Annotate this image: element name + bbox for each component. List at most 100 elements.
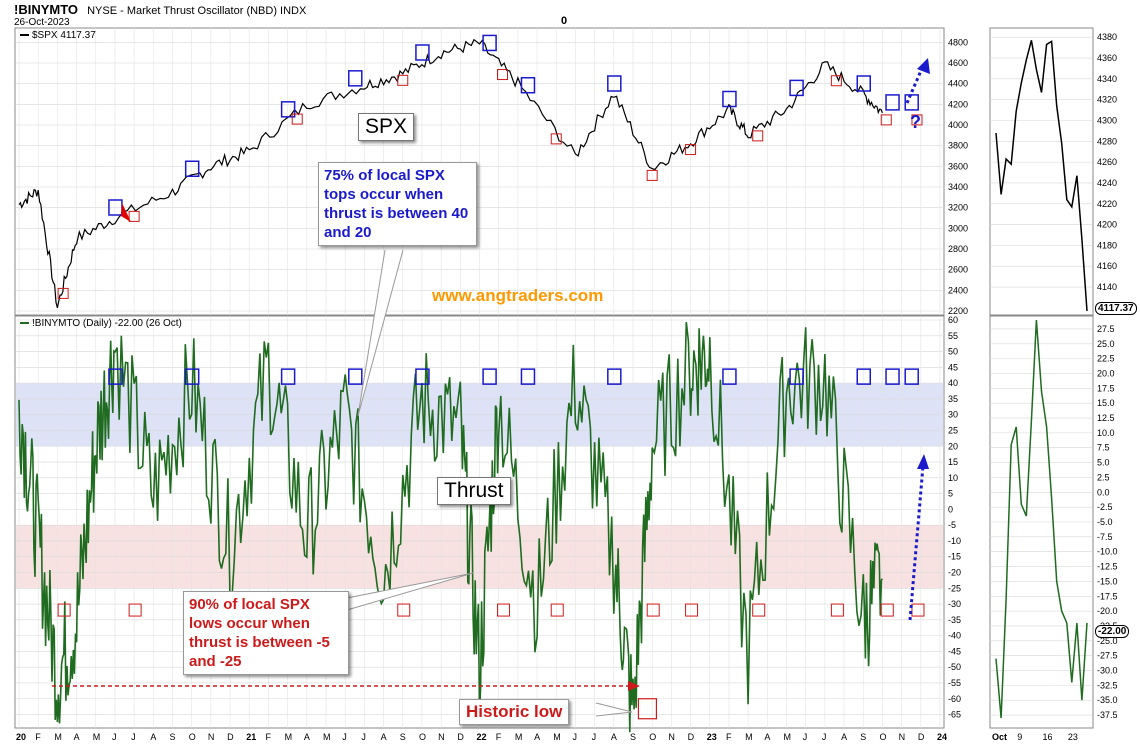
y-tick-label: -37.5 [1097, 710, 1118, 720]
y-tick-label: -40 [948, 631, 961, 641]
y-tick-label: 2.5 [1097, 472, 1110, 482]
spx-y-axis: 2200 2400 2600 2800 3000 3200 3400 3600 3800 4000… [948, 37, 968, 316]
x-tick-label: J [361, 732, 366, 742]
y-tick-label: -27.5 [1097, 651, 1118, 661]
projection-arrows [52, 58, 930, 717]
thrust-top-marker [607, 368, 622, 385]
y-tick-label: -10.0 [1097, 547, 1118, 557]
y-tick-label: -35 [948, 615, 961, 625]
x-tick-label: A [150, 732, 156, 742]
x-tick-label: J [822, 732, 827, 742]
oct-spx-frame [989, 27, 1094, 316]
thrust-last-value: -22.00 [1095, 625, 1130, 638]
y-tick-label: 2600 [948, 265, 968, 275]
main-spx-panel: 2200 2400 2600 2800 3000 3200 3400 3600 3800 4000… [14, 27, 968, 316]
thrust-legend-swatch [20, 322, 29, 325]
low-marker [880, 114, 892, 126]
y-tick-label: 25.0 [1097, 339, 1115, 349]
x-tick-label: S [170, 732, 176, 742]
low-marker [911, 114, 923, 126]
spx-legend: $SPX 4117.37 [20, 30, 96, 41]
y-tick-label: 3000 [948, 223, 968, 233]
x-tick-label: F [35, 732, 41, 742]
y-tick-label: -20 [948, 568, 961, 578]
y-tick-label: 2800 [948, 244, 968, 254]
y-tick-label: 4600 [948, 58, 968, 68]
oct-thrust-y-axis: 27.5 25.0 22.5 20.0 17.5 15.0 12.5 10.0 7.5 5.0 2.… [1097, 324, 1118, 720]
y-tick-label: 4000 [948, 120, 968, 130]
top-marker [904, 94, 919, 111]
y-tick-label: 4380 [1097, 32, 1117, 42]
y-tick-label: -12.5 [1097, 562, 1118, 572]
tops-callout-pointer [357, 249, 404, 417]
x-tick-label: J [572, 732, 577, 742]
red-spx-arrow [121, 203, 131, 222]
y-tick-label: 40 [948, 378, 958, 388]
x-tick-label: D [688, 732, 695, 742]
top-marker [348, 70, 363, 87]
thrust-y-axis: 605550454035302520151050-5-10-15-20-25-3… [948, 315, 961, 720]
y-tick-label: 35 [948, 394, 958, 404]
oct-thrust-panel: 27.5 25.0 22.5 20.0 17.5 15.0 12.5 10.0 7.5 5.0 2.… [989, 315, 1118, 729]
y-tick-label: -7.5 [1097, 532, 1113, 542]
y-tick-label: -10 [948, 536, 961, 546]
thrust-low-marker [550, 603, 564, 617]
thrust-top-marker [348, 368, 363, 385]
y-tick-label: 2200 [948, 306, 968, 316]
chart-header: !BINYMTO NYSE - Market Thrust Oscillator… [14, 2, 306, 17]
y-tick-label: 4180 [1097, 240, 1117, 250]
top-marker [415, 44, 430, 61]
thrust-legend: !BINYMTO (Daily) -22.00 (26 Oct) [20, 318, 182, 329]
y-tick-label: 0.0 [1097, 487, 1110, 497]
x-tick-label: M [745, 732, 753, 742]
low-marker [497, 69, 509, 81]
oct-spx-y-axis: 4140 4160 4180 4200 4220 4240 4260 4280 4300 4320… [1097, 32, 1117, 292]
y-tick-label: 15 [948, 457, 958, 467]
thrust-top-marker [280, 368, 296, 385]
y-tick-label: -25.0 [1097, 636, 1118, 646]
x-tick-label: A [381, 732, 387, 742]
y-tick-label: 12.5 [1097, 413, 1115, 423]
spx-projection-arrowhead [917, 58, 930, 74]
y-tick-label: 27.5 [1097, 324, 1115, 334]
low-marker [57, 287, 69, 299]
x-tick-label: S [630, 732, 636, 742]
low-marker [397, 74, 409, 86]
x-tick-label: A [764, 732, 770, 742]
x-tick-label: N [899, 732, 906, 742]
thrust-low-marker [685, 603, 699, 617]
oct-spx-grid [990, 36, 1093, 288]
y-tick-label: 45 [948, 362, 958, 372]
x-tick-label: D [918, 732, 925, 742]
thrust-low-marker [128, 603, 142, 617]
thrust-low-marker [497, 603, 511, 617]
historic-low-arrowhead [628, 681, 640, 691]
x-tick-label: A [611, 732, 617, 742]
oct-x-tick-label: Oct [992, 732, 1007, 742]
symbol-description: NYSE - Market Thrust Oscillator (NBD) IN… [87, 5, 307, 17]
thrust-top-marker [184, 368, 200, 385]
lows-callout-pointer [346, 572, 474, 611]
y-tick-label: 4360 [1097, 53, 1117, 63]
historic-low-label: Historic low [459, 699, 570, 725]
x-tick-label: A [304, 732, 310, 742]
y-tick-label: 55 [948, 331, 958, 341]
top-marker [885, 94, 900, 111]
y-tick-label: 30 [948, 410, 958, 420]
y-tick-label: 3600 [948, 161, 968, 171]
oct-x-tick-label: 23 [1068, 732, 1078, 742]
x-tick-label: O [879, 732, 886, 742]
y-tick-label: 25 [948, 425, 958, 435]
top-marker [280, 101, 296, 118]
y-tick-label: 4340 [1097, 74, 1117, 84]
y-tick-label: -30 [948, 599, 961, 609]
x-tick-label: F [496, 732, 502, 742]
x-tick-label: N [208, 732, 215, 742]
x-tick-label: D [227, 732, 234, 742]
y-tick-label: 4200 [948, 99, 968, 109]
spx-series-line [18, 38, 883, 309]
y-tick-label: 10 [948, 473, 958, 483]
x-tick-label: O [189, 732, 196, 742]
thrust-top-marker [520, 368, 536, 385]
y-tick-label: 2400 [948, 285, 968, 295]
